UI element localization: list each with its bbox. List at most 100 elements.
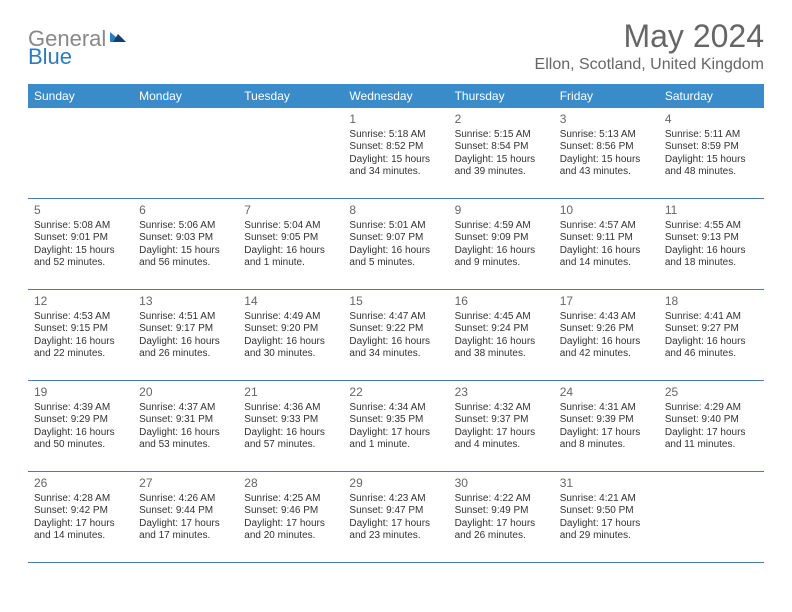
- day-number: 13: [139, 294, 232, 309]
- daylight-line: Daylight: 15 hours and 52 minutes.: [34, 245, 127, 270]
- daylight-line: Daylight: 17 hours and 17 minutes.: [139, 518, 232, 543]
- week-row: 12Sunrise: 4:53 AMSunset: 9:15 PMDayligh…: [28, 290, 764, 381]
- daylight-line: Daylight: 15 hours and 48 minutes.: [665, 154, 758, 179]
- weeks-container: 1Sunrise: 5:18 AMSunset: 8:52 PMDaylight…: [28, 108, 764, 563]
- sunset-line: Sunset: 9:44 PM: [139, 505, 232, 518]
- sunrise-line: Sunrise: 4:34 AM: [349, 402, 442, 415]
- day-cell: 17Sunrise: 4:43 AMSunset: 9:26 PMDayligh…: [554, 290, 659, 380]
- sunset-line: Sunset: 9:31 PM: [139, 414, 232, 427]
- day-number: 9: [455, 203, 548, 218]
- sunrise-line: Sunrise: 4:59 AM: [455, 220, 548, 233]
- day-cell: 15Sunrise: 4:47 AMSunset: 9:22 PMDayligh…: [343, 290, 448, 380]
- day-number: 20: [139, 385, 232, 400]
- daylight-line: Daylight: 16 hours and 30 minutes.: [244, 336, 337, 361]
- daylight-line: Daylight: 15 hours and 39 minutes.: [455, 154, 548, 179]
- sunrise-line: Sunrise: 4:22 AM: [455, 493, 548, 506]
- sunset-line: Sunset: 9:49 PM: [455, 505, 548, 518]
- sunset-line: Sunset: 9:22 PM: [349, 323, 442, 336]
- day-number: 6: [139, 203, 232, 218]
- day-number: 19: [34, 385, 127, 400]
- daylight-line: Daylight: 16 hours and 53 minutes.: [139, 427, 232, 452]
- day-cell: [238, 108, 343, 198]
- sunset-line: Sunset: 9:37 PM: [455, 414, 548, 427]
- daylight-line: Daylight: 16 hours and 57 minutes.: [244, 427, 337, 452]
- day-number: 11: [665, 203, 758, 218]
- day-number: 18: [665, 294, 758, 309]
- day-number: 16: [455, 294, 548, 309]
- daylight-line: Daylight: 15 hours and 56 minutes.: [139, 245, 232, 270]
- day-number: 10: [560, 203, 653, 218]
- sunset-line: Sunset: 9:11 PM: [560, 232, 653, 245]
- sunrise-line: Sunrise: 4:41 AM: [665, 311, 758, 324]
- week-row: 26Sunrise: 4:28 AMSunset: 9:42 PMDayligh…: [28, 472, 764, 563]
- sunset-line: Sunset: 9:46 PM: [244, 505, 337, 518]
- day-cell: 6Sunrise: 5:06 AMSunset: 9:03 PMDaylight…: [133, 199, 238, 289]
- sunset-line: Sunset: 9:39 PM: [560, 414, 653, 427]
- daylight-line: Daylight: 16 hours and 46 minutes.: [665, 336, 758, 361]
- sunrise-line: Sunrise: 4:53 AM: [34, 311, 127, 324]
- sunset-line: Sunset: 9:26 PM: [560, 323, 653, 336]
- sunrise-line: Sunrise: 5:15 AM: [455, 129, 548, 142]
- weekday-header: Sunday: [28, 84, 133, 108]
- daylight-line: Daylight: 17 hours and 8 minutes.: [560, 427, 653, 452]
- daylight-line: Daylight: 17 hours and 26 minutes.: [455, 518, 548, 543]
- day-cell: 14Sunrise: 4:49 AMSunset: 9:20 PMDayligh…: [238, 290, 343, 380]
- sunset-line: Sunset: 8:59 PM: [665, 141, 758, 154]
- sunrise-line: Sunrise: 4:37 AM: [139, 402, 232, 415]
- daylight-line: Daylight: 17 hours and 20 minutes.: [244, 518, 337, 543]
- sunset-line: Sunset: 9:13 PM: [665, 232, 758, 245]
- day-cell: 23Sunrise: 4:32 AMSunset: 9:37 PMDayligh…: [449, 381, 554, 471]
- day-cell: [133, 108, 238, 198]
- day-number: 25: [665, 385, 758, 400]
- title-block: May 2024 Ellon, Scotland, United Kingdom: [535, 20, 764, 74]
- day-number: 4: [665, 112, 758, 127]
- daylight-line: Daylight: 15 hours and 43 minutes.: [560, 154, 653, 179]
- day-cell: 13Sunrise: 4:51 AMSunset: 9:17 PMDayligh…: [133, 290, 238, 380]
- brand-part2: Blue: [28, 44, 72, 69]
- sunrise-line: Sunrise: 4:26 AM: [139, 493, 232, 506]
- day-number: 7: [244, 203, 337, 218]
- sunset-line: Sunset: 9:50 PM: [560, 505, 653, 518]
- sunrise-line: Sunrise: 5:11 AM: [665, 129, 758, 142]
- day-cell: 28Sunrise: 4:25 AMSunset: 9:46 PMDayligh…: [238, 472, 343, 562]
- sunrise-line: Sunrise: 4:49 AM: [244, 311, 337, 324]
- sunrise-line: Sunrise: 5:06 AM: [139, 220, 232, 233]
- day-cell: [659, 472, 764, 562]
- weekday-header: Wednesday: [343, 84, 448, 108]
- daylight-line: Daylight: 16 hours and 34 minutes.: [349, 336, 442, 361]
- day-number: 26: [34, 476, 127, 491]
- sunset-line: Sunset: 9:17 PM: [139, 323, 232, 336]
- sunrise-line: Sunrise: 4:47 AM: [349, 311, 442, 324]
- daylight-line: Daylight: 17 hours and 11 minutes.: [665, 427, 758, 452]
- day-cell: 10Sunrise: 4:57 AMSunset: 9:11 PMDayligh…: [554, 199, 659, 289]
- daylight-line: Daylight: 17 hours and 29 minutes.: [560, 518, 653, 543]
- sunrise-line: Sunrise: 4:29 AM: [665, 402, 758, 415]
- sunrise-line: Sunrise: 4:36 AM: [244, 402, 337, 415]
- day-cell: 30Sunrise: 4:22 AMSunset: 9:49 PMDayligh…: [449, 472, 554, 562]
- brand-part2-wrap: Blue: [28, 44, 72, 70]
- sunset-line: Sunset: 9:07 PM: [349, 232, 442, 245]
- weekday-header: Thursday: [449, 84, 554, 108]
- daylight-line: Daylight: 17 hours and 4 minutes.: [455, 427, 548, 452]
- day-number: 12: [34, 294, 127, 309]
- day-number: 17: [560, 294, 653, 309]
- day-cell: 2Sunrise: 5:15 AMSunset: 8:54 PMDaylight…: [449, 108, 554, 198]
- sunrise-line: Sunrise: 4:45 AM: [455, 311, 548, 324]
- day-cell: 3Sunrise: 5:13 AMSunset: 8:56 PMDaylight…: [554, 108, 659, 198]
- daylight-line: Daylight: 16 hours and 50 minutes.: [34, 427, 127, 452]
- page-header: General May 2024 Ellon, Scotland, United…: [28, 20, 764, 74]
- sunrise-line: Sunrise: 4:28 AM: [34, 493, 127, 506]
- day-cell: 9Sunrise: 4:59 AMSunset: 9:09 PMDaylight…: [449, 199, 554, 289]
- calendar-page: General May 2024 Ellon, Scotland, United…: [0, 0, 792, 563]
- day-number: 28: [244, 476, 337, 491]
- sunrise-line: Sunrise: 5:18 AM: [349, 129, 442, 142]
- day-cell: 16Sunrise: 4:45 AMSunset: 9:24 PMDayligh…: [449, 290, 554, 380]
- sunset-line: Sunset: 9:27 PM: [665, 323, 758, 336]
- day-number: 2: [455, 112, 548, 127]
- sunrise-line: Sunrise: 4:55 AM: [665, 220, 758, 233]
- location-subtitle: Ellon, Scotland, United Kingdom: [535, 56, 764, 74]
- sunrise-line: Sunrise: 4:51 AM: [139, 311, 232, 324]
- weekday-header: Monday: [133, 84, 238, 108]
- day-number: 23: [455, 385, 548, 400]
- daylight-line: Daylight: 17 hours and 23 minutes.: [349, 518, 442, 543]
